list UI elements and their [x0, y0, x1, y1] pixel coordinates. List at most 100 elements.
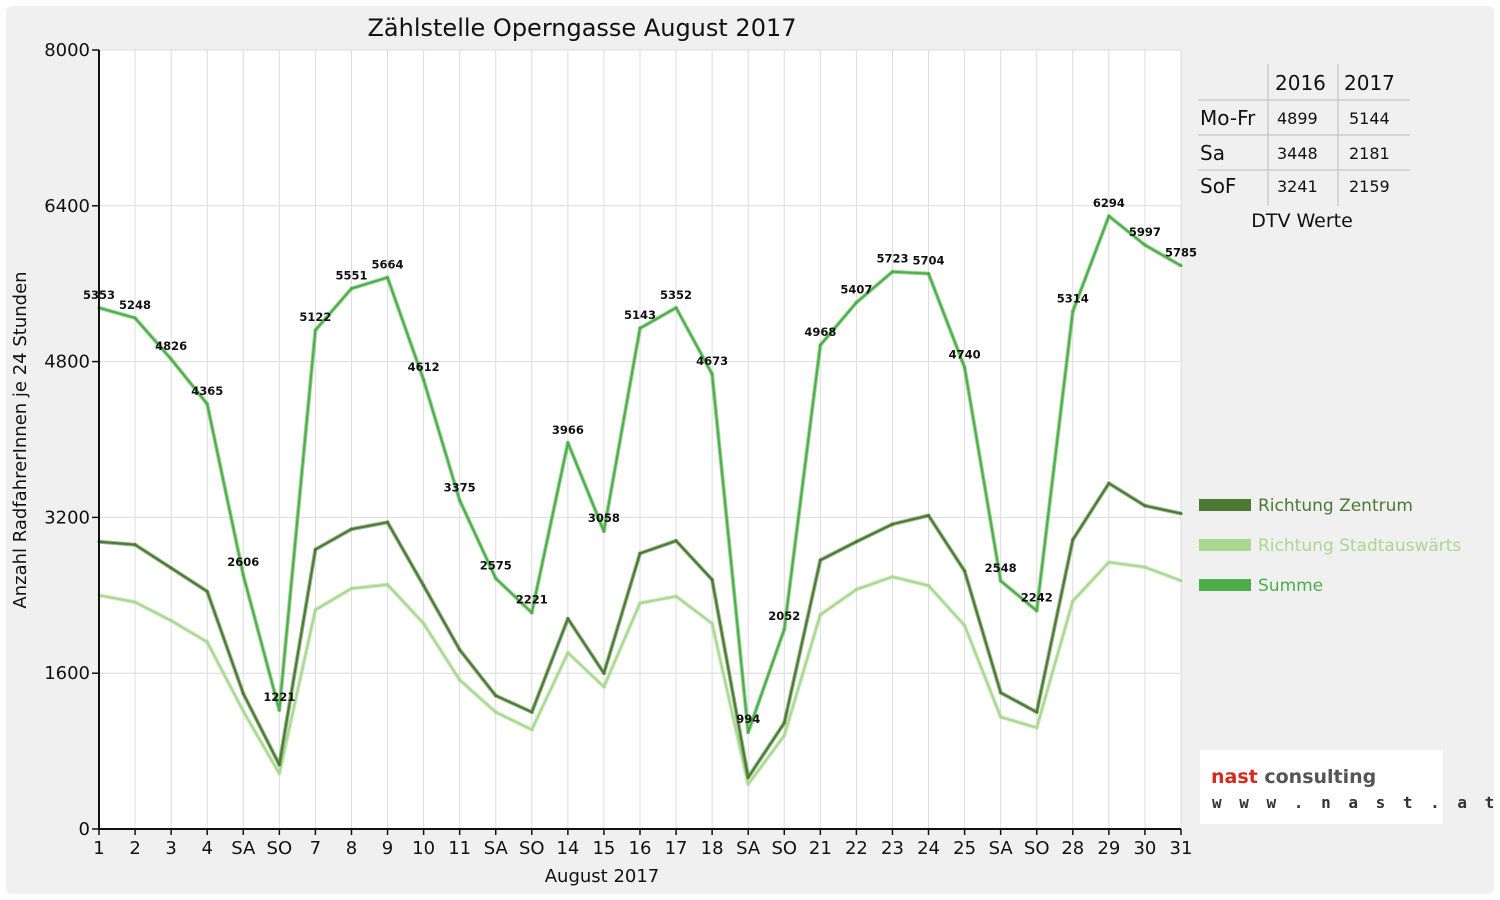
- data-point: [999, 579, 1003, 583]
- data-point: [854, 587, 858, 591]
- table-cell: 5144: [1349, 109, 1390, 128]
- data-label: 2242: [1021, 591, 1053, 605]
- y-tick-label: 6400: [44, 196, 90, 217]
- data-point: [1071, 599, 1075, 603]
- data-point: [927, 272, 931, 276]
- data-label: 4968: [804, 325, 836, 339]
- x-tick-label: 23: [881, 838, 904, 859]
- data-point: [566, 651, 570, 655]
- legend: Richtung Zentrum Richtung Stadtauswärts …: [1199, 496, 1461, 596]
- y-tick-label: 0: [79, 819, 90, 840]
- data-label: 4673: [696, 354, 728, 368]
- data-point: [169, 357, 173, 361]
- data-point: [133, 600, 137, 604]
- data-point: [1107, 481, 1111, 485]
- x-tick-label: 25: [953, 838, 976, 859]
- x-tick-label: 7: [310, 838, 321, 859]
- data-point: [458, 498, 462, 502]
- data-label: 2548: [985, 561, 1017, 575]
- data-label: 5723: [876, 252, 908, 266]
- data-point: [710, 622, 714, 626]
- x-tick-label: 30: [1133, 838, 1156, 859]
- data-label: 2052: [768, 609, 800, 623]
- x-tick-label: 24: [917, 838, 940, 859]
- data-point: [927, 513, 931, 517]
- data-label: 5664: [372, 257, 404, 271]
- data-point: [818, 343, 822, 347]
- data-point: [422, 584, 426, 588]
- table-cell: 2181: [1349, 144, 1390, 163]
- x-tick-label: SA: [484, 838, 509, 859]
- data-point: [458, 648, 462, 652]
- legend-label: Richtung Stadtauswärts: [1258, 536, 1461, 556]
- legend-swatch: [1199, 499, 1251, 511]
- data-point: [963, 569, 967, 573]
- data-label: 994: [736, 712, 760, 726]
- data-label: 4365: [191, 384, 223, 398]
- data-point: [638, 551, 642, 555]
- data-point: [386, 583, 390, 587]
- data-point: [169, 619, 173, 623]
- data-point: [1179, 264, 1183, 268]
- data-point: [674, 306, 678, 310]
- legend-swatch: [1199, 579, 1251, 591]
- data-point: [602, 685, 606, 689]
- x-tick-label: SO: [1024, 838, 1050, 859]
- y-axis-title: Anzahl RadfahrerInnen je 24 Stunden: [10, 271, 31, 608]
- data-label: 5551: [335, 268, 367, 282]
- data-label: 3375: [444, 480, 476, 494]
- data-point: [205, 402, 209, 406]
- x-tick-label: 16: [629, 838, 652, 859]
- x-tick-label: 22: [845, 838, 868, 859]
- data-label: 2606: [227, 555, 259, 569]
- table-row-label: Mo-Fr: [1200, 106, 1256, 130]
- x-tick-label: 18: [701, 838, 724, 859]
- data-label: 1221: [263, 690, 295, 704]
- data-point: [530, 728, 534, 732]
- y-tick-label: 1600: [44, 663, 90, 684]
- data-point: [746, 782, 750, 786]
- data-point: [890, 522, 894, 526]
- data-point: [746, 775, 750, 779]
- data-point: [133, 316, 137, 320]
- table-cell: 3448: [1277, 144, 1318, 163]
- grid-lines: [99, 49, 1182, 829]
- data-point: [638, 326, 642, 330]
- data-label: 3966: [552, 423, 584, 437]
- data-point: [169, 566, 173, 570]
- x-tick-label: 28: [1061, 838, 1084, 859]
- data-point: [1071, 538, 1075, 542]
- data-point: [458, 678, 462, 682]
- x-tick-label: 17: [665, 838, 688, 859]
- data-point: [710, 372, 714, 376]
- series-layer: [97, 214, 1183, 787]
- table-header-2017: 2017: [1344, 71, 1395, 95]
- data-label: 4740: [949, 347, 981, 361]
- table-row-label: Sa: [1200, 141, 1225, 165]
- data-point: [277, 771, 281, 775]
- dtv-table: 2016 2017 Mo-Fr 4899 5144 Sa 3448 2181 S…: [1198, 64, 1410, 232]
- table-row-label: SoF: [1200, 174, 1236, 198]
- data-point: [782, 627, 786, 631]
- table-header-2016: 2016: [1275, 71, 1326, 95]
- x-tick-label: 3: [165, 838, 176, 859]
- data-point: [277, 708, 281, 712]
- data-point: [494, 694, 498, 698]
- data-point: [602, 671, 606, 675]
- data-label: 2575: [480, 558, 512, 572]
- data-labels: 5353524848264365260612215122555156644612…: [83, 196, 1197, 726]
- data-point: [313, 608, 317, 612]
- data-point: [1107, 560, 1111, 564]
- table-caption: DTV Werte: [1251, 210, 1353, 232]
- data-label: 5314: [1057, 292, 1089, 306]
- data-point: [818, 613, 822, 617]
- x-tick-label: 21: [809, 838, 832, 859]
- legend-label: Summe: [1258, 576, 1323, 596]
- x-tick-label: 1: [93, 838, 104, 859]
- data-point: [890, 575, 894, 579]
- data-point: [566, 617, 570, 621]
- y-tick-label: 4800: [44, 352, 90, 373]
- data-point: [241, 709, 245, 713]
- data-label: 3058: [588, 511, 620, 525]
